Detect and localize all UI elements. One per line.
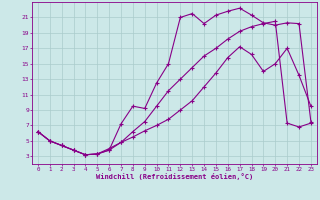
X-axis label: Windchill (Refroidissement éolien,°C): Windchill (Refroidissement éolien,°C) (96, 173, 253, 180)
